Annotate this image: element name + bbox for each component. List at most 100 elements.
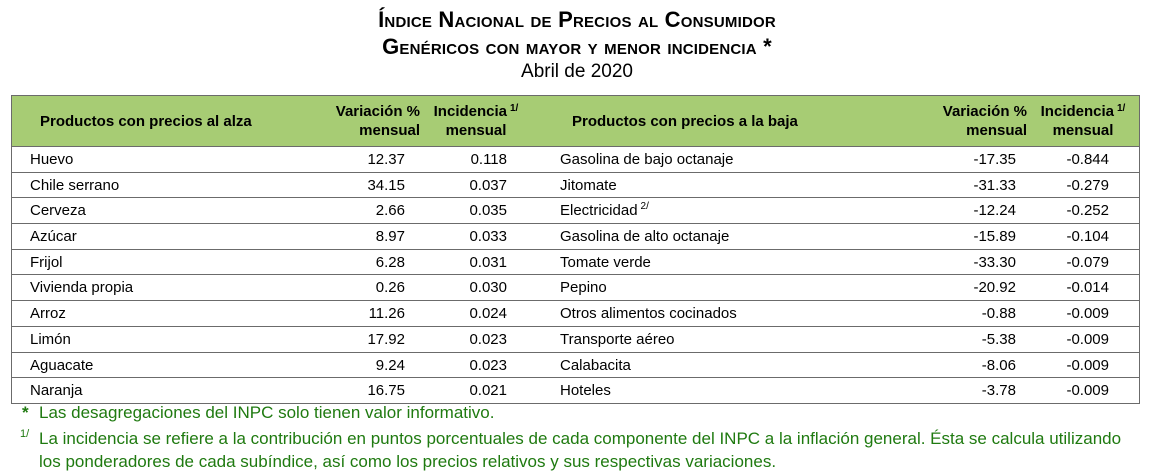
down-variation-cell: -12.24 (912, 198, 1016, 222)
up-product-cell: Azúcar (30, 224, 77, 248)
down-product-cell-text: Transporte aéreo (560, 330, 675, 348)
down-product-cell-text: Calabacita (560, 356, 631, 374)
down-incidence-cell-text: -0.252 (1066, 202, 1109, 220)
up-variation-cell-text: 6.28 (375, 253, 405, 271)
up-incidence-cell-text: 0.023 (469, 356, 507, 374)
header-incidence-up-line2: mensual (445, 122, 507, 139)
down-product-cell-text: Hoteles (560, 382, 611, 400)
footnote-1-mark: * (22, 403, 29, 422)
up-product-cell-text: Huevo (30, 151, 74, 168)
up-variation-cell-text: 16.75 (367, 382, 405, 400)
up-product-cell-text: Cerveza (30, 202, 86, 220)
up-incidence-cell-text: 0.031 (469, 253, 507, 271)
up-variation-cell-text: 8.97 (375, 228, 405, 246)
footnotes: * Las desagregaciones del INPC solo tien… (20, 401, 1142, 473)
down-product-cell-text: Tomate verde (560, 253, 651, 271)
header-incidence-up: Incidencia 1/mensual (424, 96, 528, 146)
down-product-cell-text: Pepino (560, 279, 607, 297)
up-product-cell-text: Chile serrano (30, 176, 120, 194)
header-incidence-down-line1: Incidencia (1040, 103, 1114, 120)
down-variation-cell-text: -5.38 (981, 330, 1016, 348)
header-variation-up: Variación % mensual (302, 96, 420, 146)
up-product-cell: Cerveza (30, 198, 86, 222)
table-header: Productos con precios al alza Variación … (12, 96, 1139, 147)
up-product-cell-text: Limón (30, 330, 71, 348)
header-variation-up-line1: Variación % (335, 103, 420, 120)
down-variation-cell: -15.89 (912, 224, 1016, 248)
footnote-2: 1/ La incidencia se refiere a la contrib… (20, 427, 1142, 473)
footnote-1-text: Las desagregaciones del INPC solo tienen… (39, 403, 495, 422)
page-subtitle: Abril de 2020 (521, 61, 633, 82)
down-product-cell-text: Jitomate (560, 176, 617, 194)
up-incidence-cell: 0.023 (432, 353, 507, 377)
down-incidence-cell: -0.014 (1032, 275, 1109, 299)
down-incidence-cell: -0.279 (1032, 173, 1109, 197)
header-variation-down-line2: mensual (966, 122, 1027, 139)
down-product-note: 2/ (640, 201, 649, 213)
down-product-cell-text: Gasolina de alto octanaje (560, 228, 730, 246)
table-row: Chile serrano 34.15 0.037 Jitomate -31.33 -0.… (12, 173, 1139, 199)
down-incidence-cell-text: -0.279 (1066, 176, 1109, 194)
down-incidence-cell-text: -0.009 (1066, 356, 1109, 374)
header-incidence-down-note: 1/ (1117, 103, 1126, 114)
table-row: Limón 17.92 0.023 Transporte aéreo -5.38 -0.0… (12, 327, 1139, 353)
up-variation-cell-text: 9.24 (375, 356, 405, 374)
up-product-cell: Aguacate (30, 353, 93, 377)
title-marker: * (763, 34, 772, 59)
up-variation-cell: 11.26 (312, 301, 405, 325)
down-product-cell-text: Otros alimentos cocinados (560, 305, 737, 323)
up-incidence-cell-text: 0.035 (469, 202, 507, 220)
header-incidence-down-line2: mensual (1052, 122, 1114, 139)
down-variation-cell: -5.38 (912, 327, 1016, 351)
up-product-cell-text: Vivienda propia (30, 279, 134, 297)
up-product-cell: Huevo (30, 147, 73, 171)
up-incidence-cell-text: 0.033 (469, 228, 507, 246)
header-incidence-up-line1: Incidencia (433, 103, 507, 120)
up-variation-cell: 8.97 (312, 224, 405, 248)
down-variation-cell: -17.35 (912, 147, 1016, 171)
down-incidence-cell-text: -0.009 (1066, 330, 1109, 348)
header-variation-down: Variación % mensual (902, 96, 1027, 146)
footnote-2-mark: 1/ (20, 428, 30, 440)
table-row: Frijol 6.28 0.031 Tomate verde -33.30 -0.079 (12, 250, 1139, 276)
page-title-line2: Genéricos con mayor y menor incidencia * (0, 33, 1154, 61)
up-variation-cell-text: 11.26 (368, 305, 405, 323)
table-row: Huevo 12.37 0.118 Gasolina de bajo octanaje… (12, 147, 1139, 173)
down-incidence-cell-text: -0.009 (1066, 305, 1109, 323)
up-product-cell-text: Aguacate (30, 356, 94, 374)
down-variation-cell: -31.33 (912, 173, 1016, 197)
down-product-cell: Pepino (560, 275, 607, 299)
page-title: Índice Nacional de Precios al Consumidor (378, 7, 776, 32)
up-variation-cell: 12.37 (312, 147, 405, 171)
down-product-cell-text: Gasolina de bajo octanaje (560, 151, 734, 168)
down-variation-cell: -33.30 (912, 250, 1016, 274)
down-product-cell: Calabacita (560, 353, 631, 377)
up-product-cell: Arroz (30, 301, 66, 325)
title-block: Índice Nacional de Precios al Consumidor… (0, 6, 1154, 83)
title-line2-text: Genéricos con mayor y menor incidencia (382, 34, 757, 59)
up-variation-cell-text: 12.37 (367, 151, 405, 168)
up-incidence-cell: 0.030 (432, 275, 507, 299)
up-incidence-cell: 0.118 (432, 147, 507, 171)
up-product-cell-text: Naranja (30, 382, 83, 400)
down-product-cell: Gasolina de alto octanaje (560, 224, 729, 248)
down-variation-cell-text: -15.89 (973, 228, 1016, 246)
up-incidence-cell: 0.037 (432, 173, 507, 197)
down-product-cell: Electricidad 2/ (560, 198, 649, 222)
down-product-cell: Jitomate (560, 173, 617, 197)
down-variation-cell: -8.06 (912, 353, 1016, 377)
down-variation-cell-text: -0.88 (981, 305, 1016, 323)
up-incidence-cell: 0.035 (432, 198, 507, 222)
up-product-cell: Vivienda propia (30, 275, 133, 299)
up-incidence-cell: 0.033 (432, 224, 507, 248)
down-product-cell: Otros alimentos cocinados (560, 301, 737, 325)
up-product-cell: Limón (30, 327, 71, 351)
down-product-cell-text: Electricidad (560, 202, 638, 220)
down-incidence-cell: -0.104 (1032, 224, 1109, 248)
down-incidence-cell-text: -0.844 (1066, 151, 1109, 168)
table-row: Vivienda propia 0.26 0.030 Pepino -20.92 -0.0… (12, 275, 1139, 302)
up-variation-cell: 0.26 (312, 275, 405, 299)
up-variation-cell: 17.92 (312, 327, 405, 351)
down-incidence-cell-text: -0.079 (1066, 253, 1109, 271)
up-incidence-cell-text: 0.023 (469, 330, 507, 348)
